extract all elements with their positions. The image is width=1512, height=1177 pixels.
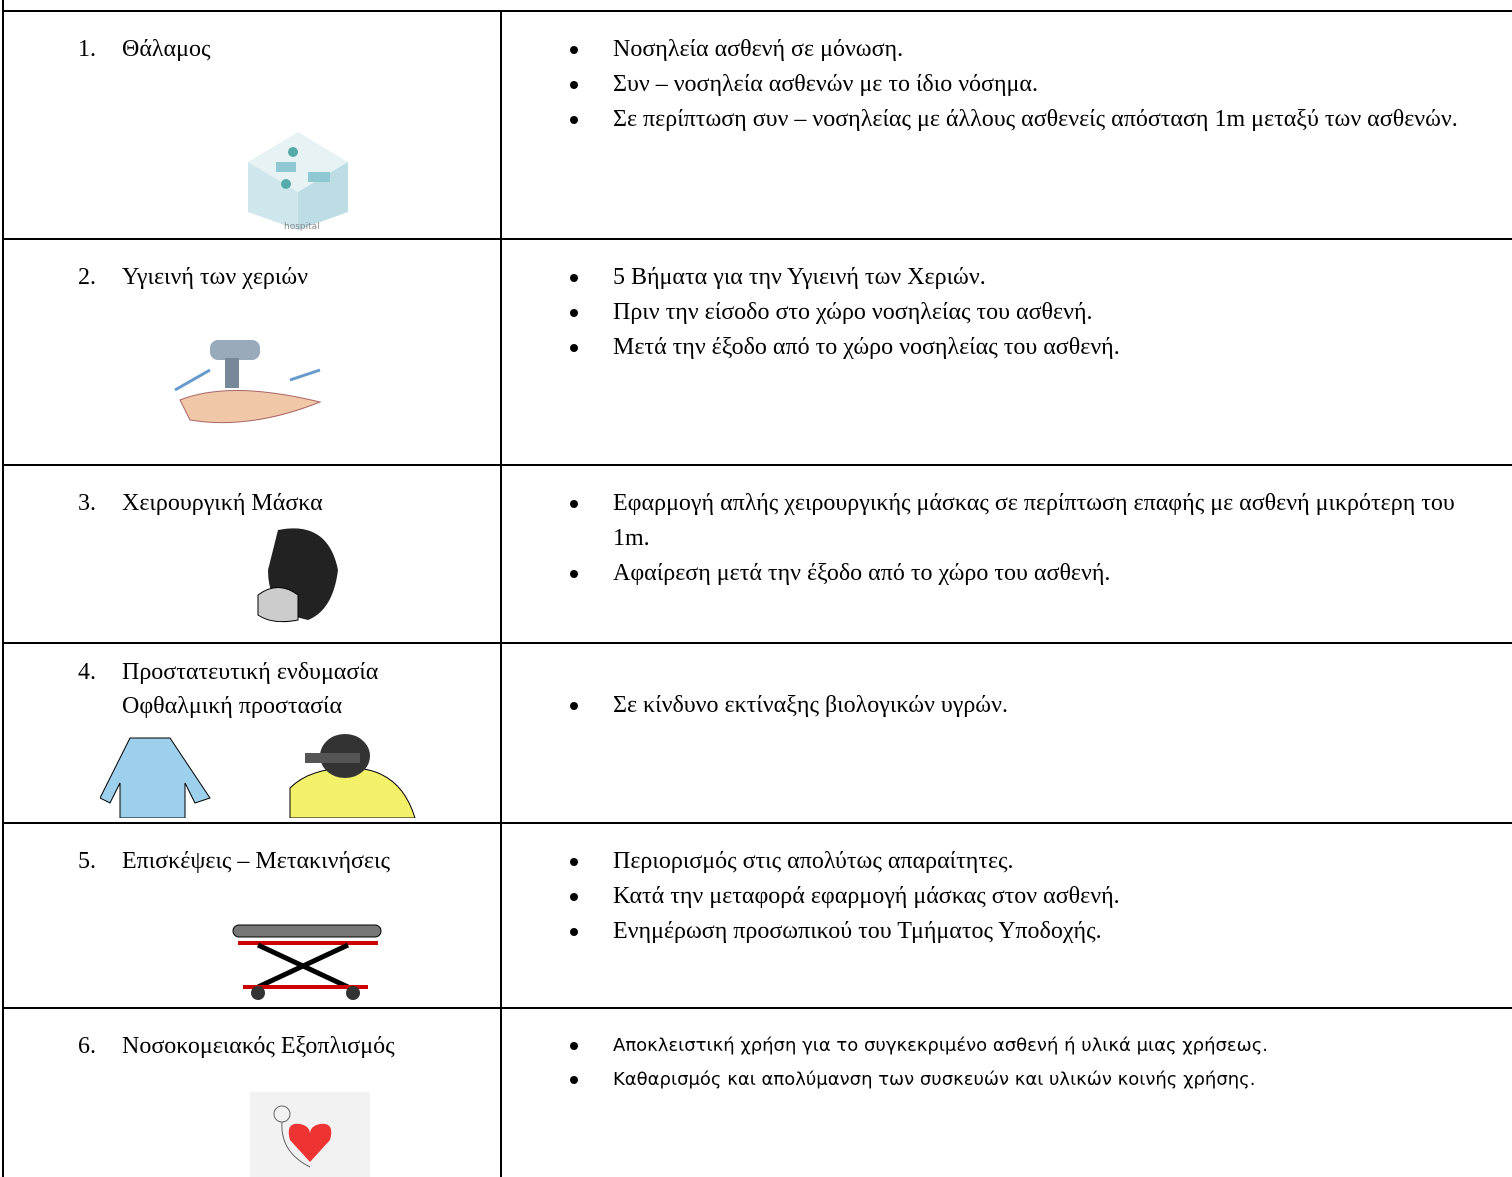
- row-number: 3.: [78, 490, 96, 516]
- row-number: 2.: [78, 264, 96, 290]
- row-label: Νοσοκομειακός Εξοπλισμός: [122, 1033, 395, 1059]
- row-label: Οφθαλμική προστασία: [122, 693, 343, 719]
- row-label: Χειρουργική Μάσκα: [122, 490, 323, 516]
- row-border: [2, 642, 1512, 644]
- row-number: 5.: [78, 848, 96, 874]
- bullet-item: Εφαρμογή απλής χειρουργικής μάσκας σε πε…: [570, 486, 1493, 556]
- row-border: [2, 822, 1512, 824]
- bullet-item: Περιορισμός στις απολύτως απαραίτητες.: [570, 844, 1493, 879]
- row-border: [2, 238, 1512, 240]
- equipment-icon: [250, 1092, 370, 1177]
- bullet-list: Νοσηλεία ασθενή σε μόνωση. Συν – νοσηλεία…: [570, 32, 1493, 137]
- bullet-item: Κατά την μεταφορά εφαρμογή μάσκας στον α…: [570, 879, 1493, 914]
- mask-icon: [257, 528, 338, 623]
- bullet-item: Αφαίρεση μετά την έξοδο από το χώρο του …: [570, 556, 1493, 591]
- bullet-item: Αποκλειστική χρήση για το συγκεκριμένο α…: [570, 1029, 1493, 1063]
- bullet-list: Περιορισμός στις απολύτως απαραίτητες. Κα…: [570, 844, 1493, 949]
- row-label: Υγιεινή των χεριών: [122, 264, 309, 290]
- row-border: [2, 1007, 1512, 1009]
- bullet-item: Σε κίνδυνο εκτίναξης βιολογικών υγρών.: [570, 688, 1493, 723]
- bullet-item: Καθαρισμός και απολύμανση των συσκευών κ…: [570, 1063, 1493, 1097]
- column-divider: [500, 10, 502, 1177]
- row-number: 6.: [78, 1033, 96, 1059]
- bullet-item: 5 Βήματα για την Υγιεινή των Χεριών.: [570, 260, 1493, 295]
- row-number: 4.: [78, 659, 96, 685]
- ppe-icon: [100, 734, 416, 818]
- bullet-item: Συν – νοσηλεία ασθενών με το ίδιο νόσημα…: [570, 67, 1493, 102]
- row-number: 1.: [78, 36, 96, 62]
- row-label: Επισκέψεις – Μετακινήσεις: [122, 848, 390, 874]
- bullet-list: Σε κίνδυνο εκτίναξης βιολογικών υγρών.: [570, 688, 1493, 723]
- row-label: Θάλαμος: [122, 36, 211, 62]
- stretcher-icon: [232, 924, 382, 1000]
- handwash-icon: [174, 340, 322, 424]
- bullet-item: Μετά την έξοδο από το χώρο νοσηλείας του…: [570, 330, 1493, 365]
- bullet-item: Νοσηλεία ασθενή σε μόνωση.: [570, 32, 1493, 67]
- bullet-list: Αποκλειστική χρήση για το συγκεκριμένο α…: [570, 1029, 1493, 1097]
- row-border: [2, 464, 1512, 466]
- hospital-icon: [248, 132, 348, 230]
- bullet-item: Σε περίπτωση συν – νοσηλείας με άλλους α…: [570, 102, 1493, 137]
- image-label: hospital: [284, 222, 320, 232]
- bullet-item: Πριν την είσοδο στο χώρο νοσηλείας του α…: [570, 295, 1493, 330]
- bullet-list: 5 Βήματα για την Υγιεινή των Χεριών. Πριν…: [570, 260, 1493, 365]
- border-left: [2, 0, 4, 1177]
- bullet-list: Εφαρμογή απλής χειρουργικής μάσκας σε πε…: [570, 486, 1493, 591]
- row-border: [2, 10, 1512, 12]
- bullet-item: Ενημέρωση προσωπικού του Τμήματος Υποδοχ…: [570, 914, 1493, 949]
- row-label: Προστατευτική ενδυμασία: [122, 659, 379, 685]
